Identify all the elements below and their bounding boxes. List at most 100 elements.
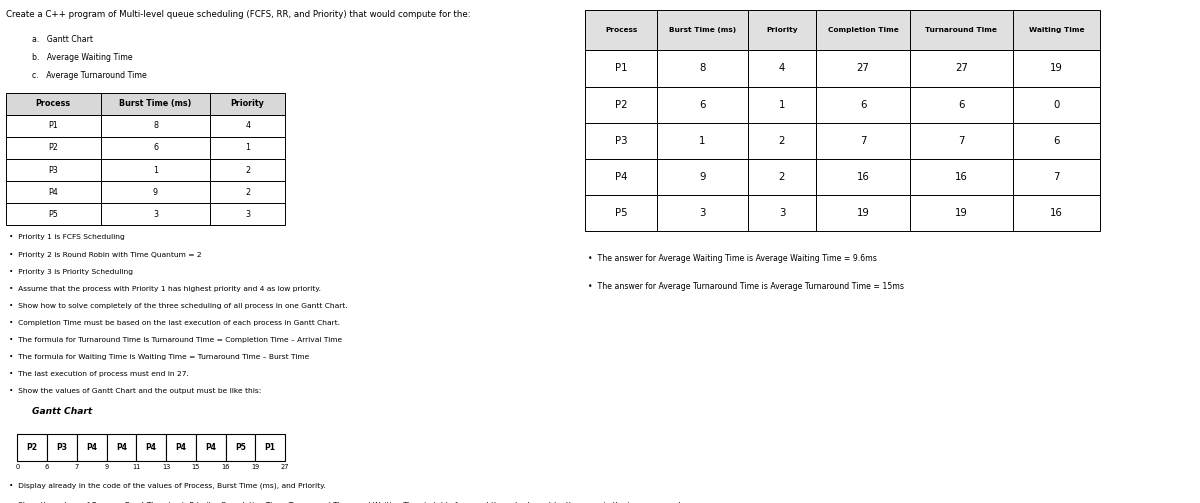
Bar — [101, 159, 210, 181]
Text: •  Display already in the code of the values of Process, Burst Time (ms), and Pr: • Display already in the code of the val… — [8, 482, 325, 489]
Text: 0: 0 — [16, 464, 19, 470]
Bar — [658, 50, 748, 87]
Text: •  Show the values of Gantt Chart and the output must be like this:: • Show the values of Gantt Chart and the… — [8, 388, 260, 394]
Text: •  The formula for Turnaround Time is Turnaround Time = Completion Time – Arriva: • The formula for Turnaround Time is Tur… — [8, 337, 342, 343]
Text: Create a C++ program of Multi-level queue scheduling (FCFS, RR, and Priority) th: Create a C++ program of Multi-level queu… — [6, 10, 470, 19]
Bar — [748, 10, 816, 50]
Text: 11: 11 — [132, 464, 140, 470]
Text: 2: 2 — [245, 188, 251, 197]
Text: Turnaround Time: Turnaround Time — [925, 27, 997, 33]
Text: P2: P2 — [48, 143, 59, 152]
Text: •  The answer for Average Waiting Time is Average Waiting Time = 9.6ms: • The answer for Average Waiting Time is… — [588, 254, 877, 263]
Text: •  The last execution of process must end in 27.: • The last execution of process must end… — [8, 371, 188, 377]
Bar — [210, 203, 286, 225]
Bar — [586, 159, 658, 195]
Text: •  Completion Time must be based on the last execution of each process in Gantt : • Completion Time must be based on the l… — [8, 320, 340, 326]
Text: 6: 6 — [958, 100, 965, 110]
Text: c.   Average Turnaround Time: c. Average Turnaround Time — [31, 71, 146, 80]
Bar — [910, 50, 1013, 87]
Text: 9: 9 — [104, 464, 109, 470]
Text: 8: 8 — [700, 63, 706, 73]
Text: 19: 19 — [251, 464, 259, 470]
Bar — [1013, 87, 1100, 123]
Text: 2: 2 — [245, 165, 251, 175]
Bar — [910, 195, 1013, 231]
Text: 7: 7 — [74, 464, 79, 470]
Text: 0: 0 — [1054, 100, 1060, 110]
Text: •  Assume that the process with Priority 1 has highest priority and 4 as low pri: • Assume that the process with Priority … — [8, 286, 320, 292]
Bar — [6, 181, 101, 203]
Text: 15: 15 — [192, 464, 200, 470]
Text: P4: P4 — [116, 443, 127, 452]
Text: •  Priority 3 is Priority Scheduling: • Priority 3 is Priority Scheduling — [8, 269, 133, 275]
Text: •  Show the values of Process, Burst Time (ms), Priority, Completion Time, Turna: • Show the values of Process, Burst Time… — [8, 501, 704, 503]
Bar — [256, 434, 286, 461]
Text: 3: 3 — [154, 210, 158, 219]
Text: P5: P5 — [614, 208, 628, 218]
Text: P4: P4 — [614, 172, 628, 182]
Bar — [748, 195, 816, 231]
Text: 2: 2 — [779, 136, 785, 146]
Bar — [166, 434, 196, 461]
Text: Process: Process — [36, 99, 71, 108]
Text: Burst Time (ms): Burst Time (ms) — [119, 99, 192, 108]
Text: P5: P5 — [235, 443, 246, 452]
Text: 16: 16 — [222, 464, 229, 470]
Bar — [6, 115, 101, 137]
Bar — [101, 181, 210, 203]
Bar — [210, 93, 286, 115]
Bar — [210, 137, 286, 159]
Bar — [910, 159, 1013, 195]
Bar — [1013, 50, 1100, 87]
Text: 8: 8 — [154, 121, 158, 130]
Text: 13: 13 — [162, 464, 170, 470]
Text: P4: P4 — [86, 443, 97, 452]
Text: 19: 19 — [955, 208, 967, 218]
Bar — [816, 195, 910, 231]
Bar — [658, 159, 748, 195]
Bar — [47, 434, 77, 461]
Text: 1: 1 — [700, 136, 706, 146]
Text: •  The answer for Average Turnaround Time is Average Turnaround Time = 15ms: • The answer for Average Turnaround Time… — [588, 282, 905, 291]
Bar — [101, 203, 210, 225]
Text: 1: 1 — [154, 165, 158, 175]
Text: 9: 9 — [700, 172, 706, 182]
Text: P4: P4 — [175, 443, 186, 452]
Text: 1: 1 — [779, 100, 785, 110]
Text: b.   Average Waiting Time: b. Average Waiting Time — [31, 53, 132, 62]
Text: 4: 4 — [779, 63, 785, 73]
Bar — [748, 50, 816, 87]
Bar — [6, 159, 101, 181]
Bar — [910, 123, 1013, 159]
Bar — [17, 434, 47, 461]
Text: 2: 2 — [779, 172, 785, 182]
Text: P3: P3 — [614, 136, 628, 146]
Bar — [101, 115, 210, 137]
Text: 19: 19 — [857, 208, 870, 218]
Bar — [210, 181, 286, 203]
Text: 1: 1 — [245, 143, 250, 152]
Text: 27: 27 — [857, 63, 870, 73]
Bar — [816, 50, 910, 87]
Bar — [658, 195, 748, 231]
Text: 27: 27 — [281, 464, 289, 470]
Bar — [816, 87, 910, 123]
Text: a.   Gantt Chart: a. Gantt Chart — [31, 35, 92, 44]
Text: P5: P5 — [48, 210, 59, 219]
Bar — [196, 434, 226, 461]
Text: 16: 16 — [857, 172, 870, 182]
Bar — [586, 123, 658, 159]
Bar — [910, 87, 1013, 123]
Bar — [748, 123, 816, 159]
Text: 16: 16 — [955, 172, 967, 182]
Bar — [816, 10, 910, 50]
Text: 27: 27 — [955, 63, 967, 73]
Text: •  The formula for Waiting Time is Waiting Time = Turnaround Time – Burst Time: • The formula for Waiting Time is Waitin… — [8, 354, 308, 360]
Text: 6: 6 — [700, 100, 706, 110]
Bar — [586, 10, 658, 50]
Bar — [107, 434, 137, 461]
Bar — [816, 123, 910, 159]
Bar — [6, 137, 101, 159]
Text: 6: 6 — [859, 100, 866, 110]
Text: Gantt Chart: Gantt Chart — [31, 407, 92, 416]
